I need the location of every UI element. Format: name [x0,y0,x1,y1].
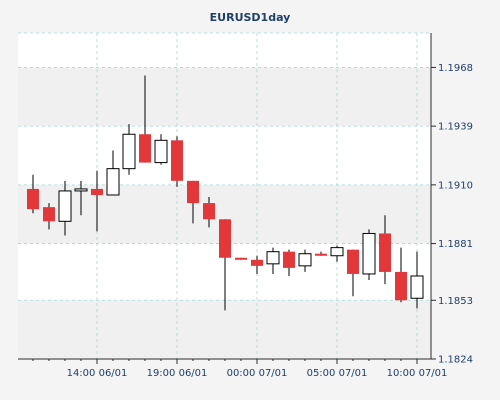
x-tick-label: 14:00 06/01 [67,368,128,379]
y-tick-label: 1.1910 [438,180,473,191]
y-tick-label: 1.1939 [438,122,473,133]
candle-body-up [106,168,120,196]
y-tick-label: 1.1853 [438,296,473,307]
plot-background [18,33,431,359]
candle-body-down [379,233,391,272]
candle-body-up [154,139,168,164]
x-tick-label: 10:00 07/01 [387,368,448,379]
candles [27,75,424,311]
y-tick-label: 1.1824 [438,355,473,366]
y-tick-label: 1.1968 [438,63,473,74]
candle-body-down [315,253,327,256]
y-axis-ticks: 1.1824 1.1853 1.1881 1.1910 1.1939 1.1968 [431,63,473,366]
candle-body-up [330,247,344,257]
candle-body-down [171,140,183,181]
candle-body-down [91,188,103,195]
candle-body-up [298,253,312,267]
candle-body-down [203,203,215,220]
candle-body-up [362,232,376,275]
x-axis-ticks: 14:00 06/01 19:00 06/01 00:00 07/01 05:00 0… [32,359,448,379]
x-tick-label: 00:00 07/01 [227,368,288,379]
candle-body-up [266,251,280,265]
candle-body-down [251,259,263,266]
chart-title: EURUSD1day [210,11,291,24]
candle-body-down [347,249,359,274]
x-tick-label: 19:00 06/01 [147,368,208,379]
candle-body-down [283,251,295,268]
candle-body-down [395,271,407,301]
candle-body-down [139,134,151,163]
candle-body-up [58,190,72,222]
candle-body-down [27,188,39,210]
candle-body-up [74,188,88,192]
candle-body-up [410,275,424,299]
candle-body-down [43,207,55,222]
candle-body-down [235,257,247,260]
plot-band [18,67,431,127]
x-tick-label: 05:00 07/01 [307,368,368,379]
candle-body-down [219,219,231,258]
candle-body-down [187,180,199,204]
y-tick-label: 1.1881 [438,239,473,250]
candle-body-up [122,133,136,170]
